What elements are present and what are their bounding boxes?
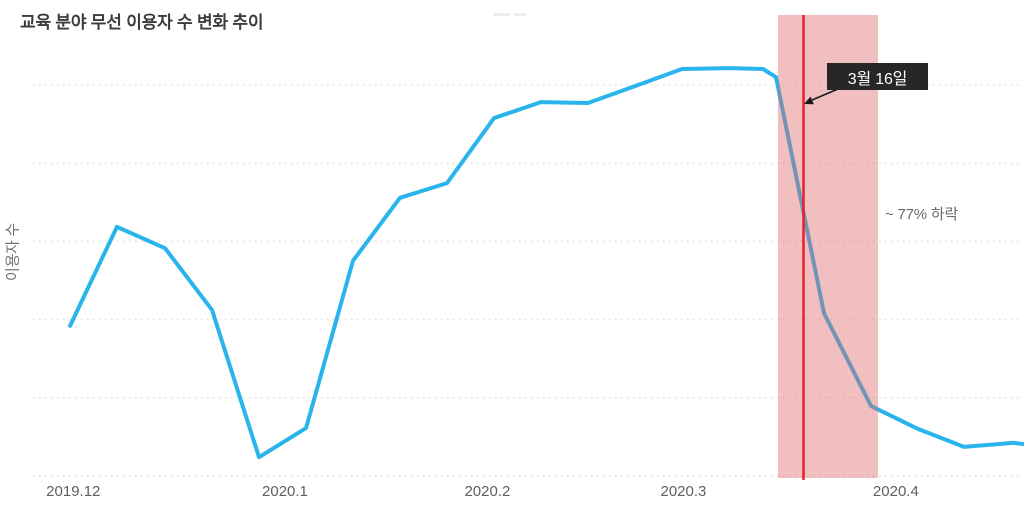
chart-title: 교육 분야 무선 이용자 수 변화 추이 [20,13,264,32]
event-date-callout: 3월 16일 [827,63,928,90]
callout-arrow-shaft [811,88,839,101]
legend-dash-icon [493,13,510,16]
drop-percentage-note: ~ 77% 하락 [885,206,959,223]
series-line [68,66,1024,460]
callout-arrow-head-icon [804,96,814,105]
y-axis-label: 이용자 수 [4,223,22,281]
legend-dash-icon [514,13,527,16]
highlight-band [777,15,878,478]
